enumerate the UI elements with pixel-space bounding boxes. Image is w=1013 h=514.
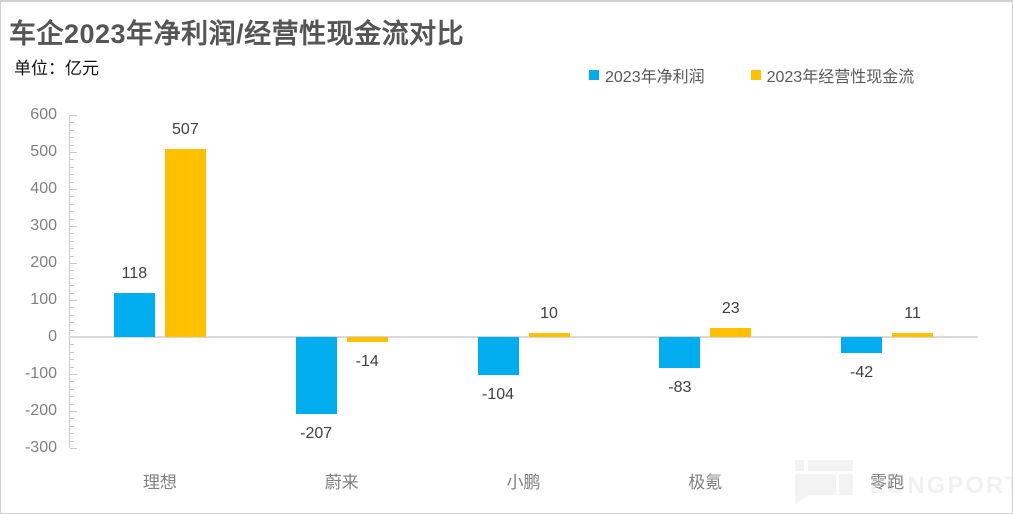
bar-net-profit xyxy=(113,293,155,337)
bar-value-label: -42 xyxy=(850,363,874,381)
y-axis-label: -200 xyxy=(24,402,57,419)
y-axis-minor-tick xyxy=(70,255,74,257)
bar-net-profit xyxy=(659,337,701,368)
legend-swatch-operating-cashflow-icon xyxy=(750,70,761,80)
y-axis-major-tick xyxy=(70,152,77,153)
y-axis-minor-tick xyxy=(70,307,74,309)
bar-net-profit xyxy=(295,337,337,414)
y-axis-major-tick xyxy=(70,300,77,301)
bar-value-label: -83 xyxy=(668,378,692,396)
legend-item-operating-cashflow: 2023年经营性现金流 xyxy=(750,63,915,87)
y-axis-minor-tick xyxy=(70,351,74,353)
legend-label-net-profit: 2023年净利润 xyxy=(605,69,705,86)
y-axis-minor-tick xyxy=(70,359,74,361)
y-axis-minor-tick xyxy=(70,314,74,316)
y-axis-minor-tick xyxy=(70,166,74,168)
y-axis-label: 300 xyxy=(30,217,57,234)
y-axis-minor-tick xyxy=(70,292,74,294)
y-axis-major-tick xyxy=(70,226,77,227)
y-axis-minor-tick xyxy=(70,211,74,213)
legend-swatch-net-profit-icon xyxy=(589,70,599,80)
y-axis-minor-tick xyxy=(70,285,74,287)
y-axis-minor-tick xyxy=(70,381,74,383)
legend: 2023年净利润 2023年经营性现金流 xyxy=(589,63,914,87)
y-axis-minor-tick xyxy=(70,425,74,427)
y-axis-major-tick xyxy=(70,374,77,375)
y-axis-label: 200 xyxy=(30,254,57,271)
y-axis-minor-tick xyxy=(70,233,74,235)
y-axis-label: 0 xyxy=(48,328,57,345)
y-axis-minor-tick xyxy=(70,196,74,198)
y-axis-major-tick xyxy=(70,263,77,264)
chart-title: 车企2023年净利润/经营性现金流对比 xyxy=(9,19,465,49)
bar-value-label: 10 xyxy=(540,305,558,323)
unit-label: 单位：亿元 xyxy=(14,59,99,78)
zero-gridline xyxy=(69,335,978,338)
bar-net-profit xyxy=(841,337,883,353)
y-axis-label: -100 xyxy=(24,365,57,382)
bar-operating-cashflow xyxy=(710,328,752,337)
bar-value-label: -207 xyxy=(300,424,333,442)
watermark-text: LONGPORT xyxy=(870,472,1013,499)
y-axis-label: 400 xyxy=(30,180,57,197)
y-axis-major-tick xyxy=(70,411,77,412)
y-axis-minor-tick xyxy=(70,144,74,146)
longport-logo-icon xyxy=(795,460,853,504)
y-axis-minor-tick xyxy=(70,137,74,139)
y-axis-label: -300 xyxy=(24,439,57,456)
y-axis-minor-tick xyxy=(70,122,74,124)
bar-operating-cashflow xyxy=(528,333,570,337)
y-axis-minor-tick xyxy=(70,248,74,250)
bar-operating-cashflow xyxy=(164,149,206,337)
y-axis-major-tick xyxy=(70,189,77,190)
y-axis-minor-tick xyxy=(70,396,74,398)
y-axis-major-tick xyxy=(70,337,77,338)
bar-value-label: 11 xyxy=(904,304,921,322)
y-axis-minor-tick xyxy=(70,218,74,220)
y-axis-minor-tick xyxy=(70,174,74,176)
bar-operating-cashflow xyxy=(346,337,388,343)
bar-operating-cashflow xyxy=(892,332,934,337)
y-axis-minor-tick xyxy=(70,203,74,205)
y-axis-minor-tick xyxy=(70,159,74,161)
y-axis-minor-tick xyxy=(70,129,74,131)
y-axis-minor-tick xyxy=(70,440,74,442)
y-axis-minor-tick xyxy=(70,277,74,279)
bar-value-label: -14 xyxy=(355,353,379,371)
y-axis-label: 500 xyxy=(30,143,57,160)
y-axis-label: 100 xyxy=(30,291,57,308)
legend-item-net-profit: 2023年净利润 xyxy=(589,63,705,87)
y-axis-major-tick xyxy=(70,448,77,449)
y-axis-minor-tick xyxy=(70,344,74,346)
legend-label-operating-cashflow: 2023年经营性现金流 xyxy=(766,69,915,86)
x-axis-label: 零跑 xyxy=(870,473,905,492)
y-axis-major-tick xyxy=(70,115,77,116)
y-axis-label: 600 xyxy=(30,106,57,123)
y-axis-minor-tick xyxy=(70,418,74,420)
y-axis-minor-tick xyxy=(70,388,74,390)
x-axis-label: 蔚来 xyxy=(324,473,359,492)
bar-value-label: 23 xyxy=(721,300,740,318)
bar-value-label: 118 xyxy=(121,265,148,283)
y-axis-minor-tick xyxy=(70,322,74,324)
x-axis-label: 极氪 xyxy=(688,473,723,492)
x-axis-label: 小鹏 xyxy=(506,473,541,492)
bar-value-label: 507 xyxy=(172,121,199,139)
y-axis-minor-tick xyxy=(70,329,74,331)
x-axis-label: 理想 xyxy=(142,473,177,492)
y-axis-minor-tick xyxy=(70,240,74,242)
y-axis-minor-tick xyxy=(70,403,74,405)
y-axis-minor-tick xyxy=(70,433,74,435)
y-axis-minor-tick xyxy=(70,366,74,368)
y-axis-minor-tick xyxy=(70,270,74,272)
y-axis-line xyxy=(69,115,70,448)
bar-net-profit xyxy=(477,337,519,376)
y-axis-minor-tick xyxy=(70,181,74,183)
bar-value-label: -104 xyxy=(481,386,515,404)
longport-watermark: LONGPORT xyxy=(795,460,1013,505)
